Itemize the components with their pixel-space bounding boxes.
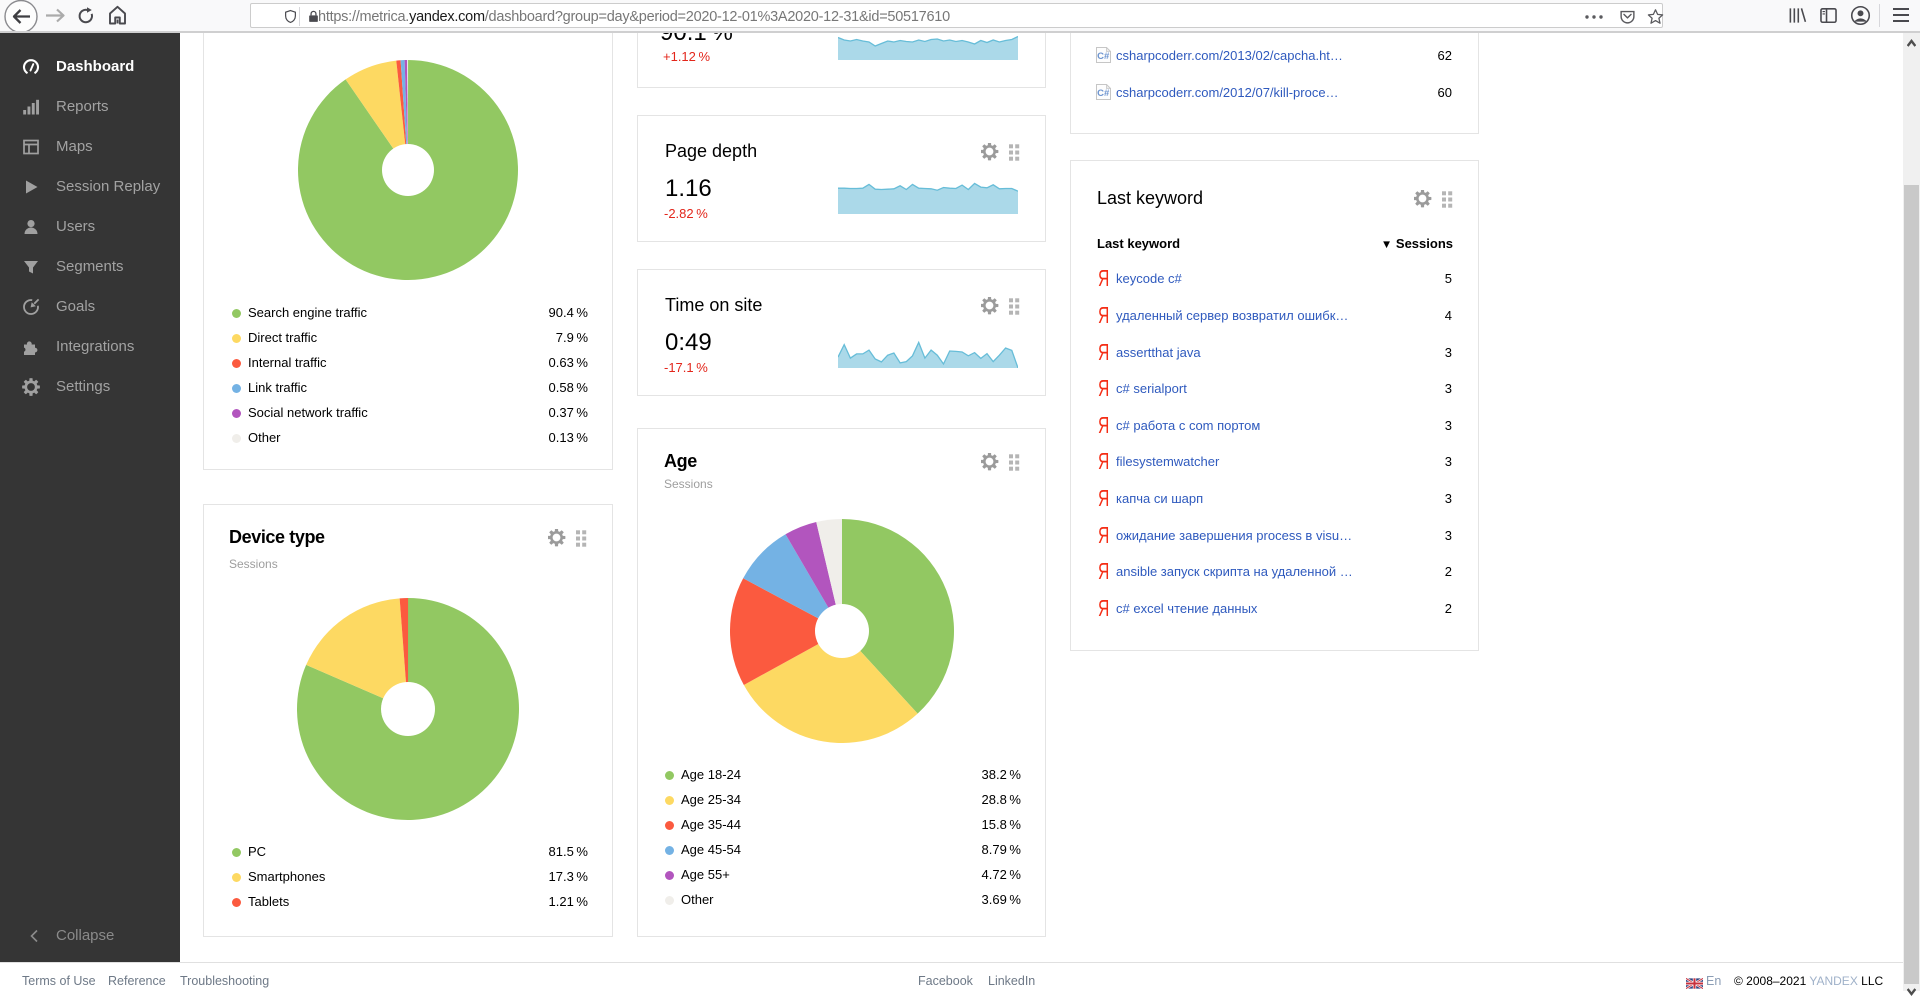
svg-text:C#: C#	[1097, 51, 1110, 62]
svg-text:C#: C#	[1097, 88, 1110, 99]
